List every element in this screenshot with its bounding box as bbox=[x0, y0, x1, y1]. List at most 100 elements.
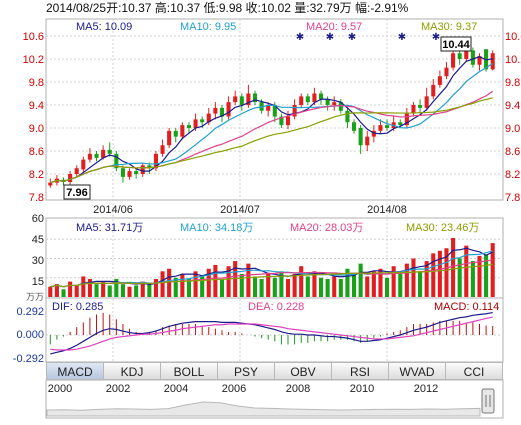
volume-bar bbox=[48, 286, 53, 297]
volume-bar bbox=[431, 253, 436, 297]
volume-bar bbox=[418, 271, 423, 297]
volume-bar bbox=[437, 250, 442, 297]
candle-body bbox=[437, 76, 442, 85]
volume-tick: 45 bbox=[32, 234, 44, 246]
price-tick: 9.4 bbox=[29, 100, 44, 112]
tab-psy[interactable]: PSY bbox=[218, 362, 275, 380]
tab-wvad[interactable]: WVAD bbox=[389, 362, 446, 380]
volume-bar bbox=[484, 254, 489, 297]
candle-body bbox=[424, 96, 429, 108]
price-tick: 7.8 bbox=[29, 192, 44, 204]
candle-body bbox=[351, 122, 357, 131]
volume-bar bbox=[74, 285, 79, 297]
volume-bar bbox=[444, 248, 449, 297]
timeline-handle[interactable] bbox=[481, 388, 495, 414]
volume-bar bbox=[371, 271, 376, 297]
volume-bar bbox=[451, 237, 456, 297]
candle-body bbox=[385, 125, 390, 128]
vol-ma30-line bbox=[50, 263, 493, 288]
macd-legend: DIF: 0.285 DEA: 0.228 MACD: 0.114 bbox=[52, 301, 499, 313]
volume-bar bbox=[114, 279, 119, 297]
candle-body bbox=[173, 130, 178, 137]
candle-body bbox=[134, 171, 139, 174]
tab-boll[interactable]: BOLL bbox=[161, 362, 218, 380]
low-callout-label: 7.96 bbox=[66, 187, 87, 199]
candle-body bbox=[213, 107, 218, 114]
volume-bar bbox=[81, 276, 86, 297]
event-marker: ✱ bbox=[432, 32, 440, 43]
candle-body bbox=[94, 153, 99, 158]
timeline-year: 2004 bbox=[164, 383, 188, 395]
low-callout: 7.96 bbox=[63, 184, 91, 200]
date-tick: 2014/06 bbox=[93, 204, 133, 216]
candle-body bbox=[272, 105, 277, 117]
candle-body bbox=[404, 113, 409, 126]
macd-axis-labels: 0.292 0.000 -0.292 bbox=[13, 306, 44, 365]
timeline-overview[interactable] bbox=[46, 401, 481, 417]
candle-body bbox=[378, 125, 383, 131]
vol-ma20-legend: MA20: 28.03万 bbox=[290, 222, 363, 234]
volume-bar bbox=[279, 271, 284, 297]
volume-bar bbox=[87, 279, 92, 297]
volume-bar bbox=[490, 243, 495, 297]
candle-body bbox=[411, 105, 416, 114]
volume-bar bbox=[312, 271, 317, 297]
volume-bar bbox=[338, 279, 343, 297]
tab-rsi[interactable]: RSI bbox=[332, 362, 389, 380]
candle-body bbox=[285, 116, 291, 126]
candle-body bbox=[246, 93, 251, 105]
macd-tick: 0.000 bbox=[16, 329, 44, 341]
price-ma-legend: MA5: 10.09 MA10: 9.95 MA20: 9.57 MA30: 9… bbox=[76, 21, 477, 33]
volume-bar bbox=[120, 284, 125, 297]
candle-body bbox=[226, 102, 231, 117]
volume-bar bbox=[246, 263, 251, 297]
tab-kdj[interactable]: KDJ bbox=[104, 362, 161, 380]
volume-bar bbox=[457, 258, 462, 297]
macd-value-legend: MACD: 0.114 bbox=[434, 301, 499, 313]
high-callout-label: 10.44 bbox=[442, 39, 470, 51]
candle-body bbox=[153, 153, 158, 169]
volume-bar bbox=[186, 279, 192, 297]
candle-body bbox=[431, 84, 436, 97]
vol-ma5-legend: MA5: 31.71万 bbox=[76, 222, 143, 234]
volume-bar bbox=[200, 276, 205, 297]
candle-body bbox=[312, 93, 317, 103]
volume-bar bbox=[365, 276, 370, 297]
candle-body bbox=[147, 165, 152, 169]
candle-body bbox=[358, 128, 363, 146]
chart-marks: ✱ ✱ ✱ ✱ ✱ bbox=[48, 32, 495, 355]
indicator-tabs: MACD KDJ BOLL PSY OBV RSI WVAD CCI bbox=[46, 362, 503, 380]
volume-bar bbox=[127, 286, 132, 297]
candle-body bbox=[68, 174, 73, 183]
candle-body bbox=[74, 168, 79, 174]
volume-bar bbox=[351, 273, 357, 297]
tab-macd[interactable]: MACD bbox=[46, 362, 104, 380]
candle-body bbox=[365, 136, 370, 146]
volume-bar bbox=[470, 261, 475, 297]
date-tick: 2014/08 bbox=[367, 204, 407, 216]
candle-body bbox=[160, 145, 165, 154]
candle-body bbox=[470, 50, 475, 65]
volume-bar bbox=[378, 268, 383, 297]
volume-bar bbox=[252, 276, 258, 297]
price-tick-right: 8.6 bbox=[505, 146, 520, 158]
candle-body bbox=[233, 96, 238, 103]
dif-legend: DIF: 0.285 bbox=[52, 301, 103, 313]
candle-body bbox=[418, 105, 423, 108]
volume-bar bbox=[411, 258, 416, 297]
price-tick: 9.8 bbox=[29, 77, 44, 89]
tab-cci[interactable]: CCI bbox=[446, 362, 503, 380]
price-tick: 8.2 bbox=[29, 169, 44, 181]
price-tick-right: 10.6 bbox=[505, 31, 521, 43]
volume-bar bbox=[285, 279, 291, 297]
volume-bar bbox=[272, 277, 277, 297]
candle-body bbox=[477, 56, 482, 65]
candle-body bbox=[490, 53, 495, 70]
candle-body bbox=[266, 105, 271, 111]
high-callout: 10.44 bbox=[440, 36, 472, 52]
tab-obv[interactable]: OBV bbox=[275, 362, 332, 380]
volume-bar bbox=[299, 266, 304, 297]
candle-body bbox=[120, 168, 125, 177]
volume-bar bbox=[424, 261, 429, 297]
volume-bar bbox=[101, 281, 106, 297]
